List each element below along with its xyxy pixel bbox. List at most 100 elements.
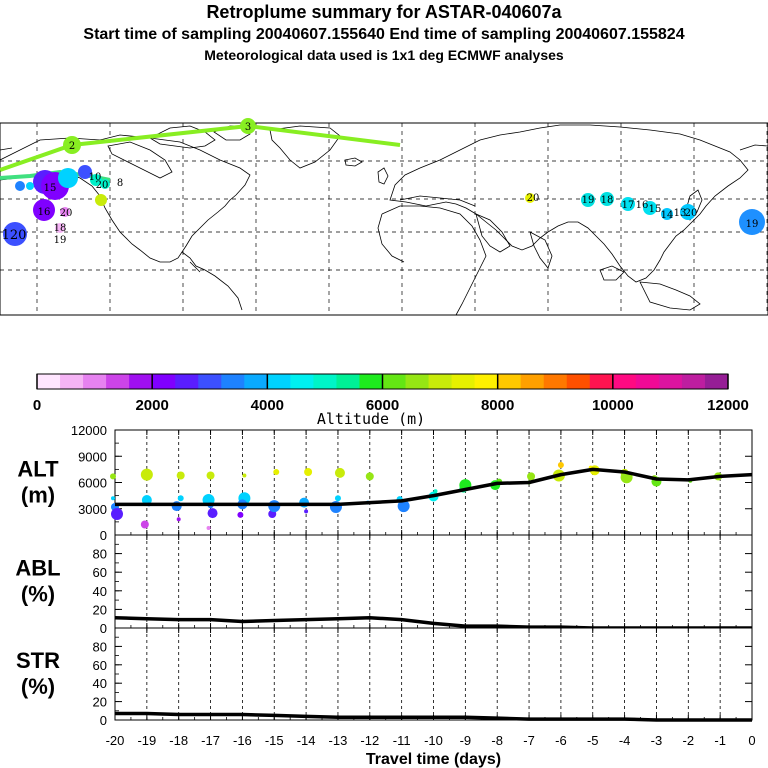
xtick-label: -9 [460, 733, 472, 748]
scatter-point [111, 496, 115, 501]
ytick-label: 3000 [78, 502, 107, 517]
plume-blob [26, 182, 34, 190]
ytick-label: 9000 [78, 449, 107, 464]
ytick-label: 80 [93, 547, 107, 562]
colorbar-swatch [244, 374, 268, 389]
scatter-point [433, 489, 438, 494]
ytick-label: 40 [93, 676, 107, 691]
xtick-label: -16 [233, 733, 252, 748]
colorbar-swatch [106, 374, 130, 389]
xtick-label: -5 [587, 733, 599, 748]
map-day-label: 15 [649, 204, 662, 215]
chart-title: Retroplume summary for ASTAR-040607a [206, 2, 562, 22]
colorbar-swatch [60, 374, 84, 389]
panel-alt: 0 3000 6000 9000 12000 ALT(m) [17, 423, 753, 543]
plume-blob [643, 201, 657, 215]
plume-blob [60, 207, 70, 217]
xtick-label: -19 [137, 733, 156, 748]
ytick-label: 20 [93, 695, 107, 710]
map-day-label: 18 [601, 195, 614, 206]
colorbar-tick-label: 4000 [251, 397, 284, 414]
colorbar-swatch [313, 374, 337, 389]
altitude-colorbar: 0 2000 4000 6000 8000 10000 12000 [33, 373, 749, 414]
colorbar-tick-label: 10000 [592, 397, 634, 414]
colorbar-swatch [543, 374, 568, 389]
ytick-label: 60 [93, 658, 107, 673]
scatter-point [397, 500, 410, 513]
plume-blob [58, 168, 78, 188]
scatter-point [177, 495, 184, 502]
map-day-label: 3 [245, 122, 251, 133]
colorbar-swatch [405, 374, 430, 389]
panel-ylabel-unit: (m) [21, 483, 55, 508]
map-day-label: 19 [582, 195, 595, 206]
ytick-label: 6000 [78, 476, 107, 491]
scatter-point [365, 472, 374, 481]
colorbar-swatch [704, 374, 729, 389]
colorbar-swatch [612, 374, 637, 389]
plume-path-high [0, 123, 401, 172]
scatter-point [207, 508, 218, 519]
xtick-label: -17 [201, 733, 220, 748]
series-line-str [115, 711, 752, 722]
colorbar-swatch [267, 374, 291, 389]
scatter-point [557, 462, 564, 468]
xaxis-label: Travel time (days) [366, 751, 501, 768]
panel-ylabel-unit: (%) [21, 674, 55, 699]
panel-ylabel: ALT [17, 457, 59, 482]
map-day-label: 16 [636, 200, 649, 211]
plume-blob [680, 204, 696, 220]
scatter-point [334, 467, 345, 478]
scatter-point [334, 495, 341, 502]
plume-blob [525, 193, 535, 203]
plume-blob [95, 194, 107, 206]
plume-blob [240, 118, 256, 134]
xtick-label: -11 [393, 733, 411, 748]
map-day-label: 20 [685, 208, 698, 219]
scatter-point [273, 469, 280, 475]
map-day-label: 19 [746, 219, 759, 230]
colorbar-swatch [221, 374, 245, 389]
scatter-point [304, 468, 313, 476]
map-day-label: 120 [2, 228, 27, 243]
plume-blob [63, 136, 81, 154]
panel-str: 0 20 40 60 80 STR(%) [16, 627, 753, 728]
colorbar-swatch [129, 374, 153, 389]
colorbar-swatch [290, 374, 314, 389]
colorbar-swatch [497, 374, 522, 389]
colorbar-tick-label: 2000 [135, 397, 168, 414]
plume-blob [55, 223, 65, 233]
colorbar-swatch [37, 374, 61, 389]
colorbar-tick-label: 8000 [481, 397, 514, 414]
plume-blob [3, 222, 27, 246]
colorbar-swatch [336, 374, 360, 389]
xtick-label: -8 [491, 733, 503, 748]
scatter-point [111, 508, 123, 520]
plume-blob [739, 209, 765, 235]
scatter-point [140, 520, 149, 529]
xtick-label: -1 [714, 733, 726, 748]
colorbar-swatch [359, 374, 383, 389]
map-day-label: 20 [527, 193, 540, 204]
map-day-label: 20 [60, 208, 73, 219]
map-frame [0, 122, 768, 316]
xtick-label: -3 [651, 733, 663, 748]
sampling-times: Start time of sampling 20040607.155640 E… [83, 26, 685, 43]
scatter-point [304, 509, 309, 514]
ytick-label: 12000 [71, 423, 107, 438]
panel-frame [114, 627, 753, 721]
xaxis: -20 -19 -18 -17 -16 -15 -14 -13 -12 -11 -10 -9 -8 -7-… [106, 733, 756, 768]
ytick-label: 0 [100, 713, 107, 728]
map-day-label: 8 [117, 178, 123, 189]
scatter-point [527, 472, 536, 481]
plume-blob [581, 193, 595, 207]
colorbar-tick-label: 12000 [707, 397, 749, 414]
scatter-point [242, 473, 247, 478]
colorbar-swatch [175, 374, 199, 389]
colorbar-swatch [382, 374, 407, 389]
xtick-label: -13 [329, 733, 348, 748]
panel-frame [114, 534, 753, 629]
map-day-label: 2 [69, 141, 75, 152]
